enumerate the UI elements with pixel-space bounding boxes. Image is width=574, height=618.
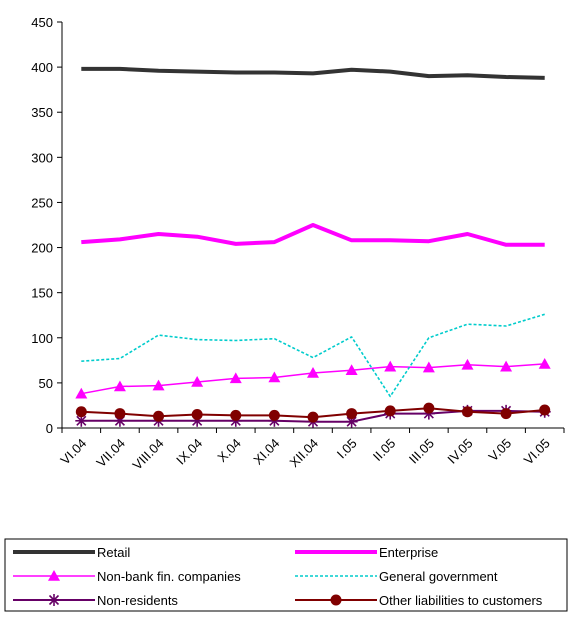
y-tick-label-200: 200 (31, 241, 53, 256)
data-point-non-bank-fin-companies-xii-04 (307, 366, 319, 378)
data-point-other-liabilities-to-customers-vi-05 (539, 404, 551, 416)
data-point-other-liabilities-to-customers-x-04 (230, 409, 242, 421)
series-enterprise (81, 223, 545, 247)
data-point-other-liabilities-to-customers-viii-04 (153, 410, 165, 422)
legend-marker-non-residents-stroke-3 (48, 594, 60, 606)
x-tick-label-ii-05: II.05 (370, 436, 398, 464)
data-point-other-liabilities-to-customers-ii-05 (384, 405, 396, 417)
series-other-liabilities-to-customers (75, 402, 551, 423)
data-point-non-residents-i-05-stroke-3 (346, 416, 357, 427)
data-point-other-liabilities-to-customers-iv-05 (461, 406, 473, 418)
data-point-other-liabilities-to-customers-iii-05 (423, 402, 435, 414)
series-line-enterprise (81, 223, 545, 247)
y-tick-label-50: 50 (39, 376, 53, 391)
y-tick-label-450: 450 (31, 15, 53, 30)
legend-label-enterprise: Enterprise (379, 545, 438, 560)
legend-item-general-government: General government (295, 569, 498, 584)
data-point-other-liabilities-to-customers-vi-04 (75, 406, 87, 418)
data-point-other-liabilities-to-customers-v-05 (500, 408, 512, 420)
y-tick-label-300: 300 (31, 150, 53, 165)
data-point-other-liabilities-to-customers-ix-04 (191, 408, 203, 420)
y-tick-label-400: 400 (31, 60, 53, 75)
legend-label-non-bank-fin-companies: Non-bank fin. companies (97, 569, 241, 584)
data-point-non-bank-fin-companies-x-04 (229, 372, 242, 384)
series-general-government (81, 313, 545, 398)
data-point-non-bank-fin-companies-ix-04 (191, 375, 204, 387)
legend-item-retail: Retail (13, 545, 130, 560)
data-point-other-liabilities-to-customers-xii-04 (307, 411, 319, 423)
x-tick-label-iv-05: IV.05 (444, 436, 475, 467)
legend-label-non-residents: Non-residents (97, 593, 178, 608)
x-tick-label-vii-04: VII.04 (93, 436, 128, 471)
data-point-non-bank-fin-companies-iii-05 (422, 361, 435, 373)
legend-item-non-bank-fin-companies: Non-bank fin. companies (13, 569, 241, 584)
series-retail (81, 66, 545, 80)
data-point-non-bank-fin-companies-ii-05 (384, 360, 397, 372)
series-layer (75, 66, 551, 428)
data-point-non-bank-fin-companies-xi-04 (268, 371, 281, 383)
legend-marker-non-bank-fin-companies (48, 570, 60, 581)
data-point-non-bank-fin-companies-vii-04 (113, 380, 126, 392)
x-tick-label-v-05: V.05 (486, 436, 515, 465)
x-tick-label-xii-04: XII.04 (286, 436, 321, 471)
data-point-non-bank-fin-companies-vi-05 (538, 357, 551, 369)
x-tick-label-i-05: I.05 (334, 436, 360, 462)
y-tick-label-350: 350 (31, 105, 53, 120)
legend: Retail Enterprise Non-bank fin. companies G… (4, 538, 568, 612)
x-tick-label-viii-04: VIII.04 (129, 436, 166, 473)
legend-item-enterprise: Enterprise (295, 545, 438, 560)
x-tick-label-vi-05: VI.05 (521, 436, 553, 468)
series-line-general-government (81, 313, 545, 398)
y-tick-label-100: 100 (31, 331, 53, 346)
legend-label-general-government: General government (379, 569, 498, 584)
data-point-non-bank-fin-companies-i-05 (345, 364, 358, 376)
series-line-retail (81, 66, 545, 80)
x-tick-label-vi-04: VI.04 (57, 436, 89, 468)
legend-marker-other-liabilities-to-customers (330, 594, 342, 606)
data-point-other-liabilities-to-customers-xi-04 (268, 409, 280, 421)
legend-box (4, 538, 568, 612)
data-point-non-residents-vi-04-stroke-3 (76, 415, 87, 426)
data-point-non-bank-fin-companies-viii-04 (152, 379, 165, 391)
data-point-other-liabilities-to-customers-vii-04 (114, 408, 126, 420)
y-tick-label-250: 250 (31, 195, 53, 210)
series-non-bank-fin-companies (75, 357, 551, 399)
legend-item-non-residents: Non-residents (13, 593, 178, 608)
legend-item-other-liabilities-to-customers: Other liabilities to customers (295, 593, 543, 608)
y-tick-label-150: 150 (31, 286, 53, 301)
x-tick-label-xi-04: XI.04 (250, 436, 282, 468)
y-tick-label-0: 0 (46, 421, 53, 436)
x-tick-label-x-04: X.04 (214, 436, 244, 466)
x-tick-label-iii-05: III.05 (406, 436, 437, 467)
legend-marker-non-residents (48, 594, 60, 606)
data-point-non-bank-fin-companies-v-05 (500, 360, 513, 372)
data-point-other-liabilities-to-customers-i-05 (346, 408, 358, 420)
data-point-non-bank-fin-companies-vi-04 (75, 387, 88, 399)
data-point-non-bank-fin-companies-iv-05 (461, 358, 474, 370)
legend-label-retail: Retail (97, 545, 130, 560)
legend-label-other-liabilities-to-customers: Other liabilities to customers (379, 593, 543, 608)
x-tick-label-ix-04: IX.04 (173, 436, 205, 468)
